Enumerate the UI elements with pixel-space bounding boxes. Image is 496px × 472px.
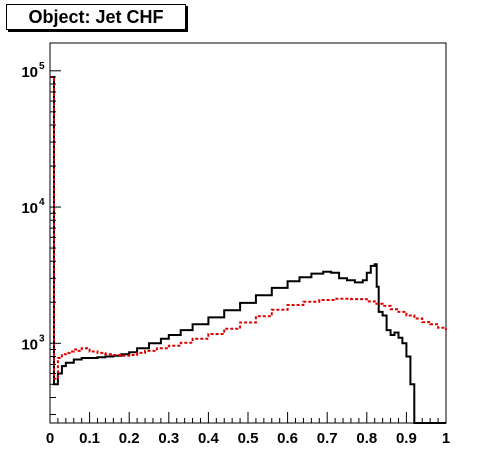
x-tick-label: 0.7	[317, 430, 338, 447]
x-tick-label: 0.5	[238, 430, 259, 447]
x-tick-label: 1	[442, 430, 450, 447]
x-tick-label: 0.2	[119, 430, 140, 447]
histogram-series-1	[50, 76, 446, 424]
histogram-series-2	[50, 76, 447, 380]
plot-frame	[49, 42, 447, 424]
y-tick-exponent: 3	[39, 333, 45, 344]
x-tick-label: 0.8	[356, 430, 377, 447]
x-tick-label: 0.1	[79, 430, 100, 447]
x-tick-label: 0.6	[277, 430, 298, 447]
series-layer	[50, 76, 447, 424]
x-tick-label: 0	[46, 430, 54, 447]
y-tick-label: 10	[21, 336, 38, 353]
chart-title: Object: Jet CHF	[6, 4, 186, 30]
x-tick-label: 0.4	[198, 430, 220, 447]
y-tick-exponent: 4	[39, 197, 45, 208]
x-tick-label: 0.9	[396, 430, 417, 447]
y-tick-label: 10	[21, 64, 38, 81]
y-tick-exponent: 5	[39, 61, 45, 72]
x-tick-label: 0.3	[158, 430, 179, 447]
y-tick-label: 10	[21, 200, 38, 217]
